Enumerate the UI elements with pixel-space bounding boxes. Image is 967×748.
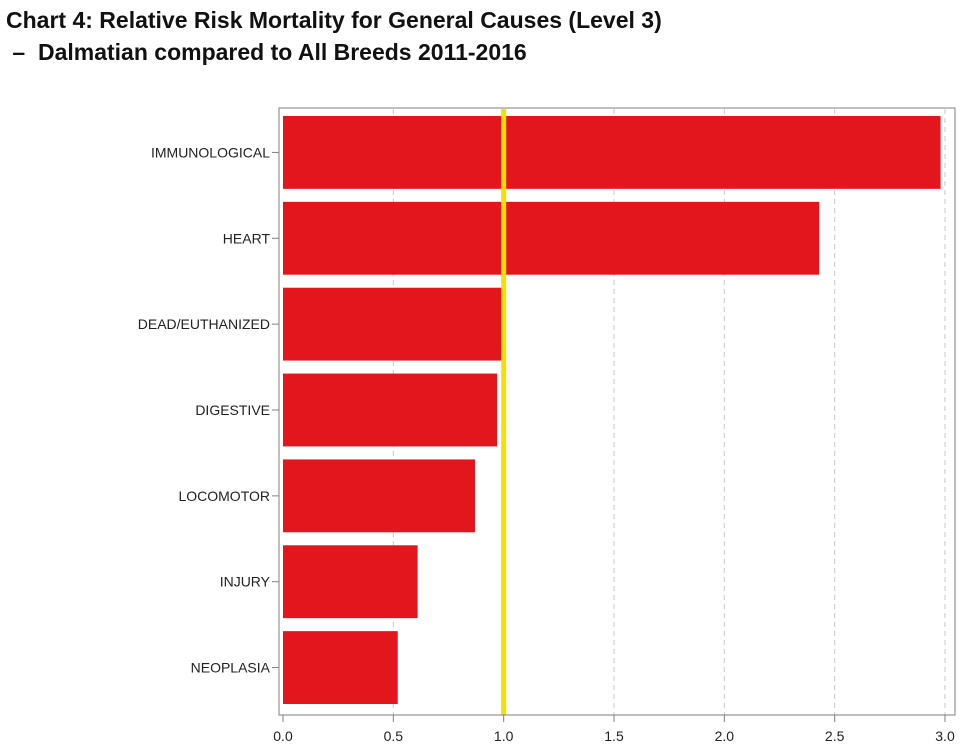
bar-dead-euthanized (283, 287, 502, 361)
x-tick-label: 1.0 (494, 728, 514, 744)
bar-locomotor (283, 459, 475, 533)
category-label-heart: HEART (223, 230, 271, 246)
category-label-neoplasia: NEOPLASIA (191, 660, 271, 676)
chart-title-line-2: – Dalmatian compared to All Breeds 2011-… (6, 39, 527, 65)
plot-frame (278, 107, 956, 716)
axes: IMMUNOLOGICAL HEART DEAD/EUTHANIZED DIGESTI… (138, 107, 956, 744)
x-tick-label: 0.0 (273, 728, 293, 744)
category-label-digestive: DIGESTIVE (195, 402, 270, 418)
bar-neoplasia (283, 631, 398, 704)
x-tick-label: 0.5 (384, 728, 404, 744)
x-tick-label: 3.0 (935, 728, 955, 744)
bar-heart (283, 201, 820, 275)
category-label-dead-euthanized: DEAD/EUTHANIZED (138, 316, 270, 332)
bar-immunological (283, 116, 941, 189)
category-label-immunological: IMMUNOLOGICAL (151, 144, 270, 160)
category-label-locomotor: LOCOMOTOR (178, 488, 270, 504)
chart-title: Chart 4: Relative Risk Mortality for Gen… (6, 4, 662, 68)
bars (283, 116, 941, 704)
x-tick-label: 2.5 (825, 728, 845, 744)
x-tick-label: 1.5 (604, 728, 624, 744)
chart-title-line-1: Chart 4: Relative Risk Mortality for Gen… (6, 7, 662, 33)
bar-injury (283, 545, 418, 619)
category-label-injury: INJURY (220, 574, 271, 590)
x-tick-label: 2.0 (715, 728, 735, 744)
bar-digestive (283, 373, 498, 447)
